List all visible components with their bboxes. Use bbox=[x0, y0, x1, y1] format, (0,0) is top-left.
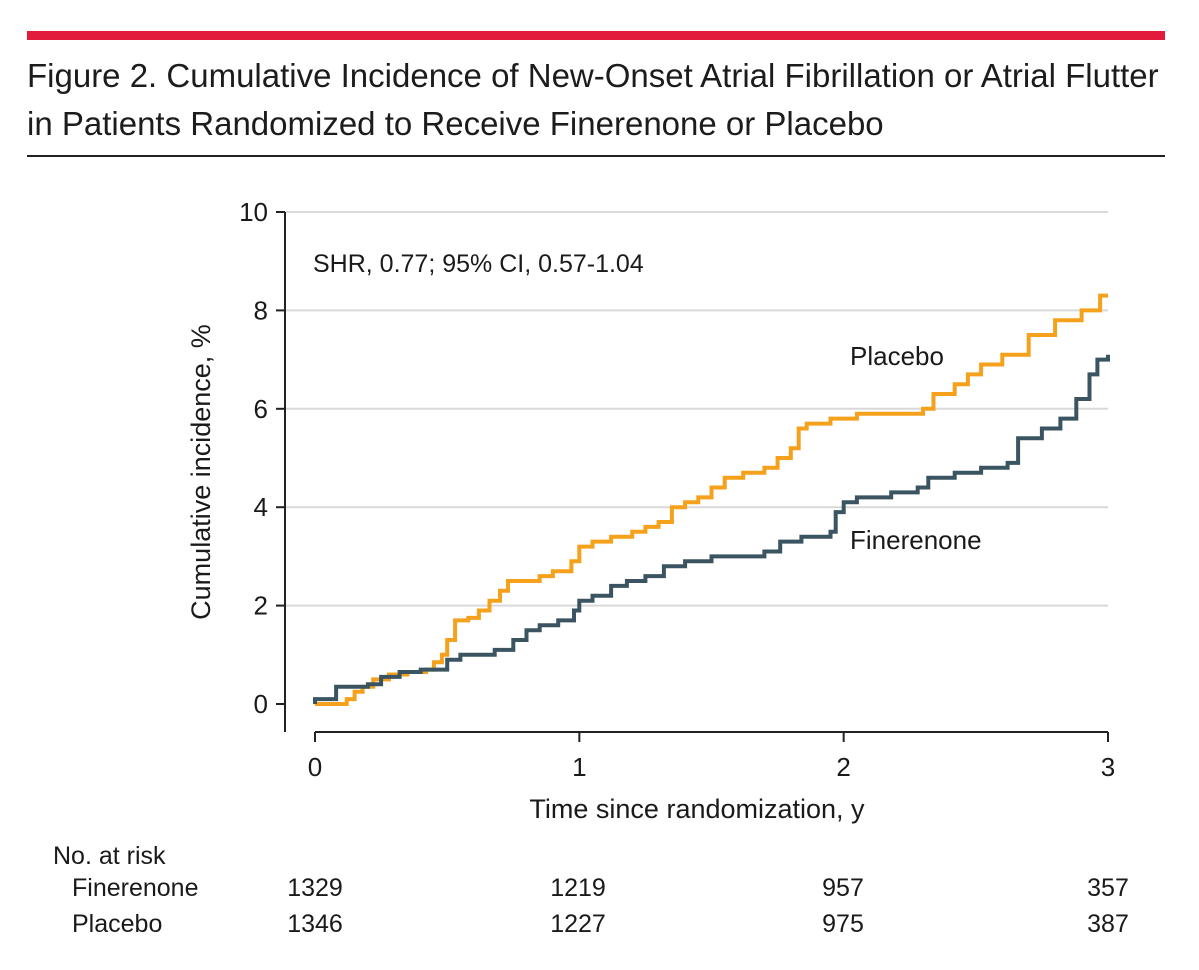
x-tick-label-0: 0 bbox=[308, 752, 322, 782]
y-tick-label-0: 0 bbox=[254, 689, 268, 719]
risk-value-placebo-0: 1346 bbox=[287, 910, 343, 938]
risk-row-label-finerenone: Finerenone bbox=[72, 874, 199, 902]
x-axis-label: Time since randomization, y bbox=[529, 794, 865, 824]
accent-bar bbox=[27, 31, 1165, 40]
placebo-series-label: Placebo bbox=[850, 341, 944, 371]
shr-annotation: SHR, 0.77; 95% CI, 0.57-1.04 bbox=[313, 250, 644, 278]
series-lines bbox=[313, 293, 1110, 706]
risk-row-label-placebo: Placebo bbox=[72, 910, 163, 938]
grid-lines bbox=[285, 211, 1108, 607]
title-divider bbox=[27, 155, 1165, 157]
series-line-placebo bbox=[315, 293, 1108, 706]
risk-value-placebo-1: 1227 bbox=[550, 910, 606, 938]
risk-value-finerenone-1: 1219 bbox=[550, 874, 606, 902]
x-tick-label-3: 3 bbox=[1101, 752, 1115, 782]
risk-value-finerenone-3: 357 bbox=[1087, 874, 1129, 902]
risk-value-finerenone-0: 1329 bbox=[287, 874, 343, 902]
x-tick-label-2: 2 bbox=[836, 752, 850, 782]
risk-value-placebo-2: 975 bbox=[822, 910, 864, 938]
y-axis-label: Cumulative incidence, % bbox=[186, 324, 216, 620]
figure-title: Figure 2. Cumulative Incidence of New-On… bbox=[27, 57, 1159, 142]
x-tick-label-1: 1 bbox=[572, 752, 586, 782]
y-tick-label-8: 8 bbox=[254, 295, 268, 325]
series-line-finerenone bbox=[313, 354, 1110, 704]
y-tick-label-10: 10 bbox=[239, 197, 268, 227]
km-chart: 0 2 4 6 8 10 0 1 2 3 SHR, 0.77; 95% CI, 0.57-1.04… bbox=[186, 197, 1115, 824]
risk-table-heading: No. at risk bbox=[53, 842, 166, 870]
risk-value-placebo-3: 387 bbox=[1087, 910, 1129, 938]
y-tick-label-6: 6 bbox=[254, 394, 268, 424]
risk-value-finerenone-2: 957 bbox=[822, 874, 864, 902]
finerenone-series-label: Finerenone bbox=[850, 525, 982, 555]
y-tick-label-2: 2 bbox=[254, 591, 268, 621]
y-tick-label-4: 4 bbox=[254, 492, 268, 522]
axes: 0 2 4 6 8 10 0 1 2 3 bbox=[239, 197, 1115, 782]
